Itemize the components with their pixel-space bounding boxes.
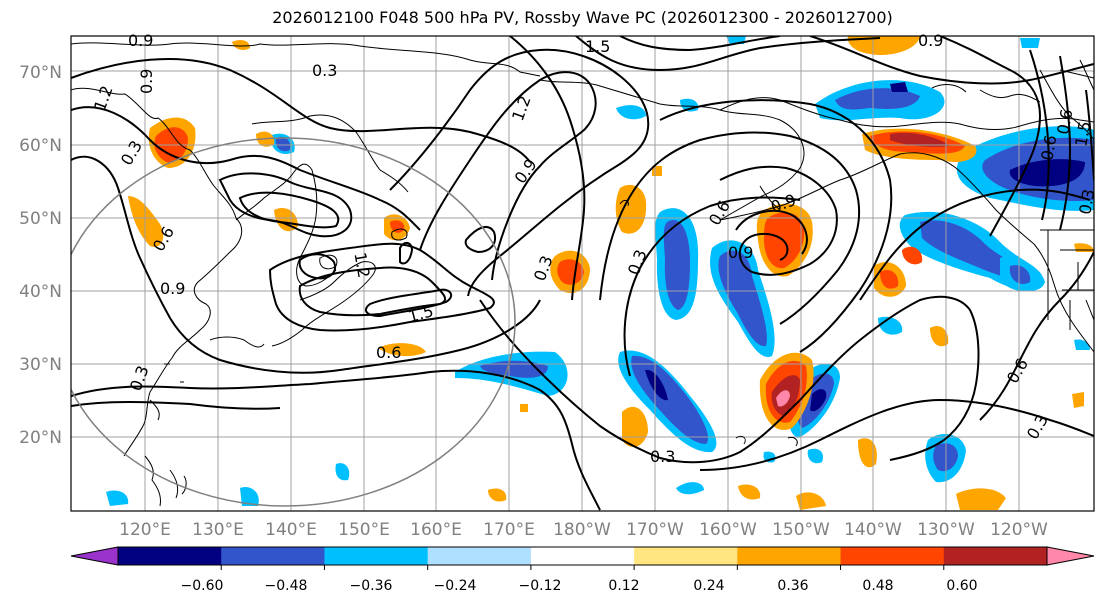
- map-frame: [70, 35, 1095, 512]
- lon-label: 170°W: [626, 520, 684, 540]
- lat-label: 70°N: [19, 63, 62, 83]
- lon-label: 180°W: [553, 520, 611, 540]
- colorbar-tick-label: 0.60: [946, 578, 977, 594]
- pv-contours: [71, 36, 1094, 511]
- contour-label: 1.2: [350, 251, 373, 279]
- colorbar-frame: [117, 546, 1048, 566]
- contour-label: 0.9: [160, 279, 185, 298]
- colorbar-tick-label: −0.24: [434, 578, 477, 594]
- lon-label: 130°W: [917, 520, 975, 540]
- lat-label: 60°N: [19, 136, 62, 156]
- colorbar-tick-label: 0.36: [777, 578, 808, 594]
- colorbar-tick-label: −0.60: [181, 578, 224, 594]
- longitude-labels: 120°E 130°E 140°E 150°E 160°E 170°E 180°…: [119, 520, 1048, 540]
- lon-label: 150°W: [772, 520, 830, 540]
- colorbar-tick-label: −0.48: [265, 578, 308, 594]
- colorbar-cell: [737, 547, 842, 565]
- colorbar-tick-label: 0.24: [693, 578, 724, 594]
- lat-label: 40°N: [19, 282, 62, 302]
- colorbar: −0.60 −0.48 −0.36 −0.24 −0.12 0.12 0.24 …: [70, 546, 1095, 594]
- colorbar-cell: [634, 547, 738, 565]
- colorbar-tick-label: 0.12: [608, 578, 639, 594]
- contour-label: 0.3: [312, 61, 337, 80]
- colorbar-cell: [943, 547, 1048, 565]
- contour-label: 0.9: [137, 69, 156, 94]
- contour-label: 1.5: [585, 37, 610, 56]
- lon-label: 160°E: [410, 520, 462, 540]
- lon-label: 150°E: [338, 520, 390, 540]
- lon-label: 120°E: [119, 520, 171, 540]
- colorbar-ticks: −0.60 −0.48 −0.36 −0.24 −0.12 0.12 0.24 …: [181, 565, 978, 594]
- colorbar-left-arrow: [70, 546, 119, 566]
- colorbar-right-arrow: [1046, 546, 1095, 566]
- colorbar-tick-label: −0.12: [519, 578, 562, 594]
- contour-label: 0.6: [376, 343, 401, 362]
- coastlines: [71, 42, 1094, 507]
- contour-label: 1.5: [1071, 120, 1094, 148]
- contour-label: 0.6: [1037, 134, 1060, 162]
- lat-label: 30°N: [19, 355, 62, 375]
- colorbar-cell: [324, 547, 429, 565]
- latitude-labels: 70°N 60°N 50°N 40°N 30°N 20°N: [19, 63, 62, 448]
- contour-label: 0.9: [128, 31, 153, 50]
- colorbar-cells: [118, 547, 1048, 565]
- contour-label: 0.3: [1075, 188, 1098, 216]
- map-content: [71, 36, 1094, 511]
- contour-label: 0.3: [650, 447, 675, 466]
- colorbar-cell: [221, 547, 325, 565]
- contour-label: 0.9: [728, 243, 753, 262]
- colorbar-cell: [530, 547, 635, 565]
- colorbar-cell: [427, 547, 532, 565]
- shaded-anomalies: [106, 36, 1094, 510]
- lon-label: 130°E: [192, 520, 244, 540]
- colorbar-tick-label: 0.48: [862, 578, 893, 594]
- colorbar-cell: [840, 547, 945, 565]
- colorbar-cell: [118, 547, 222, 565]
- lon-label: 140°W: [844, 520, 902, 540]
- lon-label: 170°E: [483, 520, 535, 540]
- lat-label: 50°N: [19, 209, 62, 229]
- lon-label: 140°E: [265, 520, 317, 540]
- lon-label: 160°W: [699, 520, 757, 540]
- contour-label: 0.9: [918, 31, 943, 50]
- contour-label: 0.6: [1053, 108, 1076, 136]
- highlight-circle: [71, 137, 516, 507]
- map-title: 2026012100 F048 500 hPa PV, Rossby Wave …: [272, 8, 893, 27]
- colorbar-tick-label: −0.36: [350, 578, 393, 594]
- lat-label: 20°N: [19, 428, 62, 448]
- lon-label: 120°W: [990, 520, 1048, 540]
